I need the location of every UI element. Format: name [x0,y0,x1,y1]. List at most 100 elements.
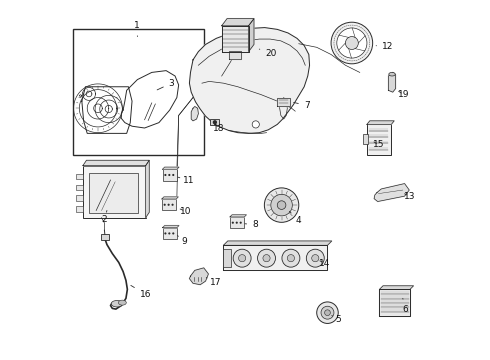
Polygon shape [277,98,290,107]
Text: 2: 2 [101,211,107,224]
Bar [76,185,83,190]
Bar [368,147,389,150]
Circle shape [321,306,334,319]
Polygon shape [230,215,246,217]
Polygon shape [146,160,149,218]
Circle shape [271,194,293,216]
Circle shape [258,249,275,267]
Polygon shape [191,107,198,121]
Circle shape [164,204,166,206]
Polygon shape [221,19,254,26]
Bar [162,199,176,211]
Circle shape [172,174,174,176]
Text: 15: 15 [373,140,385,149]
Text: 3: 3 [157,79,174,90]
Text: 5: 5 [332,315,341,324]
Polygon shape [389,72,395,92]
Bar [76,195,83,201]
Circle shape [265,188,299,222]
Bar [76,174,83,179]
Circle shape [168,204,170,206]
Polygon shape [229,51,242,59]
Circle shape [240,222,242,224]
Bar [223,249,231,267]
Text: 14: 14 [319,259,330,268]
Polygon shape [379,286,414,289]
Text: 1: 1 [134,21,140,37]
Circle shape [252,121,259,128]
Circle shape [239,255,245,262]
Circle shape [277,201,286,210]
Circle shape [263,255,270,262]
Text: 8: 8 [245,220,258,229]
Polygon shape [367,121,394,125]
Text: 17: 17 [206,278,221,287]
Text: 16: 16 [131,285,151,298]
Polygon shape [190,268,208,285]
Bar [163,169,177,181]
Circle shape [172,204,173,206]
Circle shape [232,222,234,224]
Text: 20: 20 [259,49,276,58]
Circle shape [312,255,319,262]
Ellipse shape [389,72,395,76]
Circle shape [287,255,294,262]
Circle shape [168,232,171,234]
Circle shape [236,222,238,224]
Bar [210,119,219,126]
Polygon shape [190,28,310,134]
Circle shape [233,249,251,267]
Circle shape [331,22,373,64]
Circle shape [164,174,167,176]
Circle shape [172,232,174,234]
Bar [76,206,83,212]
Ellipse shape [119,300,126,305]
Bar [230,217,245,228]
Polygon shape [83,160,149,166]
Bar [381,300,409,303]
Circle shape [168,174,171,176]
Polygon shape [162,197,178,199]
Polygon shape [163,167,179,169]
Ellipse shape [111,301,122,307]
Bar [364,134,368,144]
Polygon shape [248,19,254,51]
Text: 18: 18 [214,124,225,133]
Circle shape [337,28,367,58]
Text: 6: 6 [403,298,409,314]
Text: 7: 7 [294,101,310,110]
Circle shape [282,249,300,267]
Text: 11: 11 [178,176,194,185]
Polygon shape [223,245,327,270]
Polygon shape [163,226,179,228]
Polygon shape [221,26,248,51]
Bar [101,234,109,240]
Text: 10: 10 [180,207,191,216]
Polygon shape [223,241,332,245]
Circle shape [317,302,338,323]
Polygon shape [379,289,410,316]
Circle shape [213,120,217,125]
Text: 13: 13 [403,192,415,201]
Text: 9: 9 [177,235,187,246]
Bar [83,166,146,218]
Circle shape [164,232,167,234]
Bar [368,129,389,132]
Bar [381,296,409,299]
Bar [381,291,409,294]
Polygon shape [374,184,409,202]
Bar [163,228,177,239]
Text: 12: 12 [376,42,393,51]
Bar [381,304,409,307]
Circle shape [324,310,330,316]
Bar [368,140,389,144]
Bar [89,173,139,213]
Text: 19: 19 [398,90,409,99]
Bar [367,125,392,155]
Bar [381,309,409,312]
Circle shape [345,37,358,49]
Circle shape [306,249,324,267]
Bar [368,134,389,138]
Text: 4: 4 [289,211,302,225]
Bar [73,30,204,155]
